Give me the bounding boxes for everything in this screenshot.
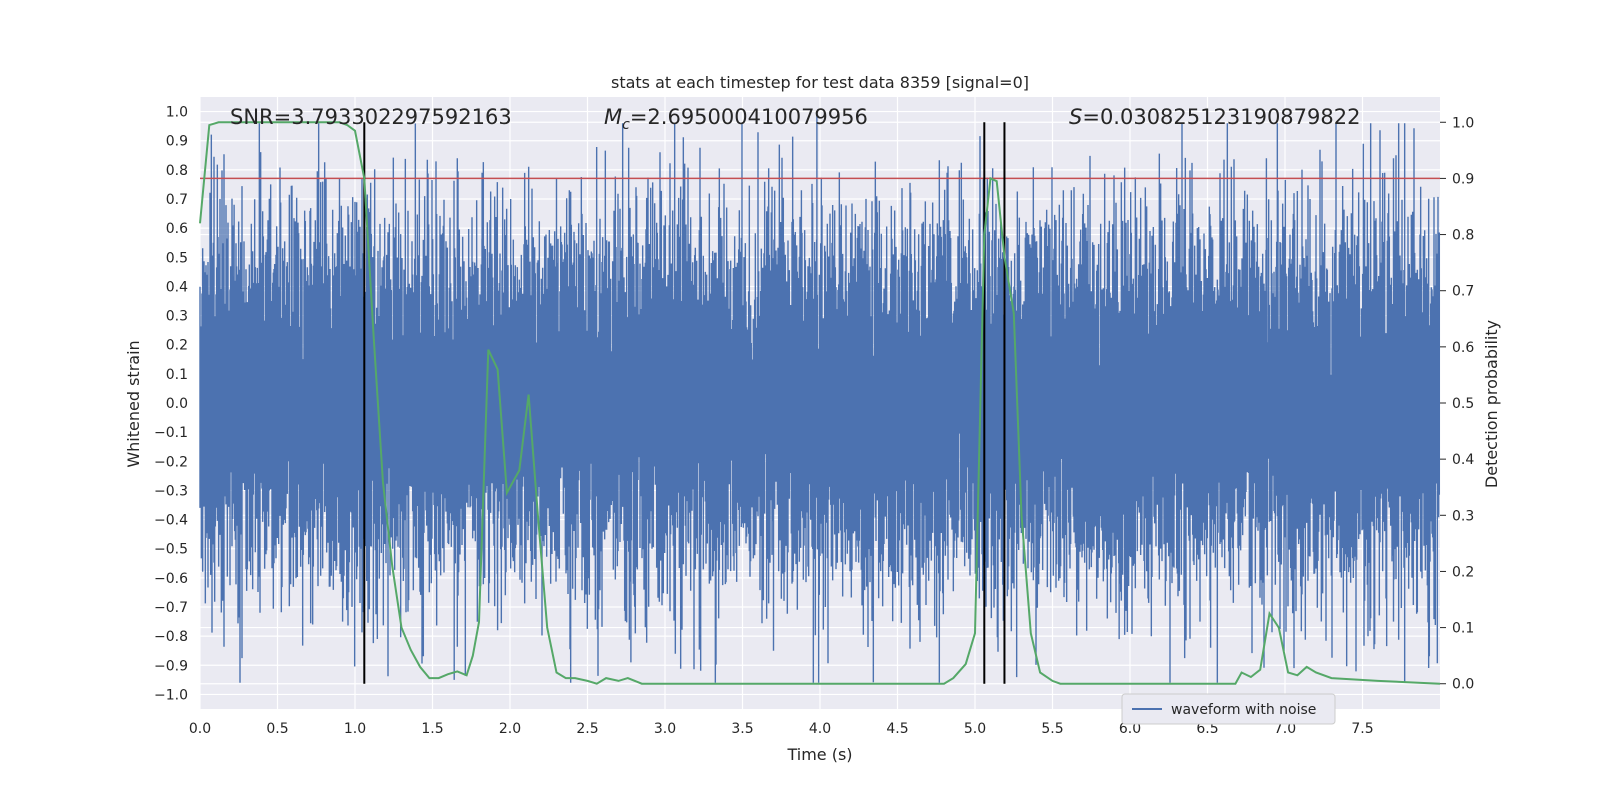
mc-subscript: c xyxy=(622,117,630,133)
y-tick-label: −0.7 xyxy=(154,600,188,616)
y2-tick-label: 0.0 xyxy=(1452,677,1474,693)
x-tick-label: 0.0 xyxy=(189,721,211,737)
y2-tick-label: 0.5 xyxy=(1452,396,1474,412)
vertical-markers xyxy=(363,122,1006,684)
y2-tick-label: 0.1 xyxy=(1452,621,1474,637)
s-symbol: S xyxy=(1069,105,1082,129)
y-tick-label: −0.4 xyxy=(154,513,188,529)
y-tick-label: 0.7 xyxy=(166,192,188,208)
x-tick-label: 7.0 xyxy=(1274,721,1296,737)
y-axis-label: Whitened strain xyxy=(124,340,143,467)
y-tick-label: −0.2 xyxy=(154,454,188,470)
x-tick-label: 3.5 xyxy=(731,721,753,737)
ticks: 0.0 0.5 1.0 1.5 2.0 2.5 3.0 3.5 4.0 4.5 5.0 5.5 6.0 6… xyxy=(154,105,1474,737)
probability-line xyxy=(199,121,1441,685)
chirp-mass-annotation: Mc=2.695000410079956 xyxy=(604,105,868,133)
y2-tick-label: 0.9 xyxy=(1452,171,1474,187)
y-tick-label: −1.0 xyxy=(154,687,188,703)
y-tick-label: 1.0 xyxy=(166,105,188,121)
x-tick-label: 1.0 xyxy=(344,721,366,737)
s-annotation: S=0.030825123190879822 xyxy=(1069,105,1360,129)
y2-axis-label: Detection probability xyxy=(1482,320,1501,488)
y2-tick-label: 0.3 xyxy=(1452,508,1474,524)
y-tick-label: 0.0 xyxy=(166,396,188,412)
x-tick-label: 5.5 xyxy=(1041,721,1063,737)
y2-tick-label: 0.8 xyxy=(1452,228,1474,244)
y-tick-label: 0.3 xyxy=(166,309,188,325)
legend-box xyxy=(1121,693,1336,725)
legend-label-waveform: waveform with noise xyxy=(1171,702,1316,718)
y-tick-label: 0.1 xyxy=(166,367,188,383)
y2-tick-label: 0.6 xyxy=(1452,340,1474,356)
y-tick-label: −0.1 xyxy=(154,425,188,441)
y-tick-label: −0.9 xyxy=(154,658,188,674)
x-tick-label: 2.0 xyxy=(499,721,521,737)
waveform-line xyxy=(199,114,1441,683)
x-axis-label: Time (s) xyxy=(786,745,852,764)
chart-title: stats at each timestep for test data 835… xyxy=(611,73,1029,92)
y-tick-label: −0.3 xyxy=(154,483,188,499)
y2-tick-label: 0.7 xyxy=(1452,284,1474,300)
x-tick-label: 6.0 xyxy=(1119,721,1141,737)
x-tick-label: 3.0 xyxy=(654,721,676,737)
x-tick-label: 7.5 xyxy=(1351,721,1373,737)
snr-annotation: SNR=3.793302297592163 xyxy=(230,105,512,129)
probability-series xyxy=(199,121,1441,685)
y2-tick-label: 1.0 xyxy=(1452,115,1474,131)
waveform-series xyxy=(199,114,1441,683)
x-tick-label: 4.0 xyxy=(809,721,831,737)
y2-tick-label: 0.4 xyxy=(1452,452,1474,468)
mc-symbol: M xyxy=(604,105,622,129)
y-tick-label: 0.2 xyxy=(166,338,188,354)
y-tick-label: −0.5 xyxy=(154,542,188,558)
y-tick-label: 0.9 xyxy=(166,134,188,150)
y-tick-label: −0.6 xyxy=(154,571,188,587)
x-tick-label: 5.0 xyxy=(964,721,986,737)
y2-tick-label: 0.2 xyxy=(1452,564,1474,580)
mc-value: =2.695000410079956 xyxy=(630,105,868,129)
x-tick-label: 2.5 xyxy=(576,721,598,737)
y-tick-label: 0.4 xyxy=(166,279,188,295)
x-tick-label: 6.5 xyxy=(1196,721,1218,737)
x-tick-label: 0.5 xyxy=(266,721,288,737)
x-tick-label: 1.5 xyxy=(421,721,443,737)
y-tick-label: 0.6 xyxy=(166,221,188,237)
y-tick-label: 0.5 xyxy=(166,250,188,266)
s-value: =0.030825123190879822 xyxy=(1082,105,1360,129)
y-tick-label: −0.8 xyxy=(154,629,188,645)
legend: waveform with noise xyxy=(1121,693,1336,725)
x-tick-label: 4.5 xyxy=(886,721,908,737)
y-tick-label: 0.8 xyxy=(166,163,188,179)
